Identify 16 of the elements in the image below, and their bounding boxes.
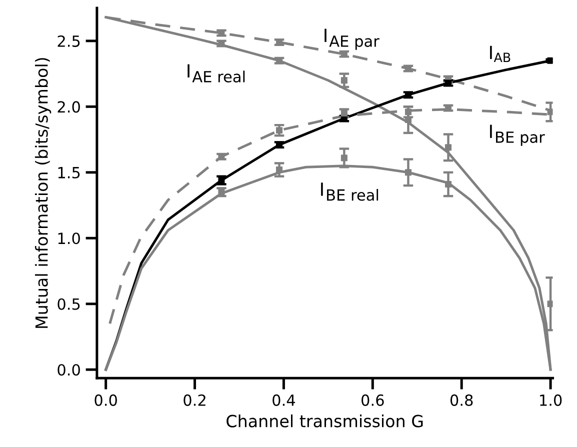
x-tick-label: 0.2 [184, 394, 206, 406]
y-tick-label: 1.5 [58, 167, 80, 178]
y-tick-label: 2.0 [58, 101, 80, 113]
y-tick-label: 1.0 [58, 232, 80, 244]
y-tick-label: 0.0 [58, 364, 80, 376]
series-label: I$_{AB}$ [490, 46, 510, 62]
x-tick-label: 1.0 [540, 394, 562, 406]
x-axis-title: Channel transmission G [226, 414, 423, 428]
x-tick-label: 0.0 [94, 394, 117, 406]
y-tick-label: 0.5 [58, 298, 80, 310]
series-label: IBE par [490, 124, 545, 146]
y-axis-title: Mutual information (bits/symbol) [34, 58, 52, 328]
y-tick-label: 2.5 [58, 35, 80, 47]
x-tick-label: 0.4 [272, 394, 296, 406]
x-tick-label: 0.6 [362, 394, 384, 406]
x-tick-label: 0.8 [450, 394, 473, 406]
